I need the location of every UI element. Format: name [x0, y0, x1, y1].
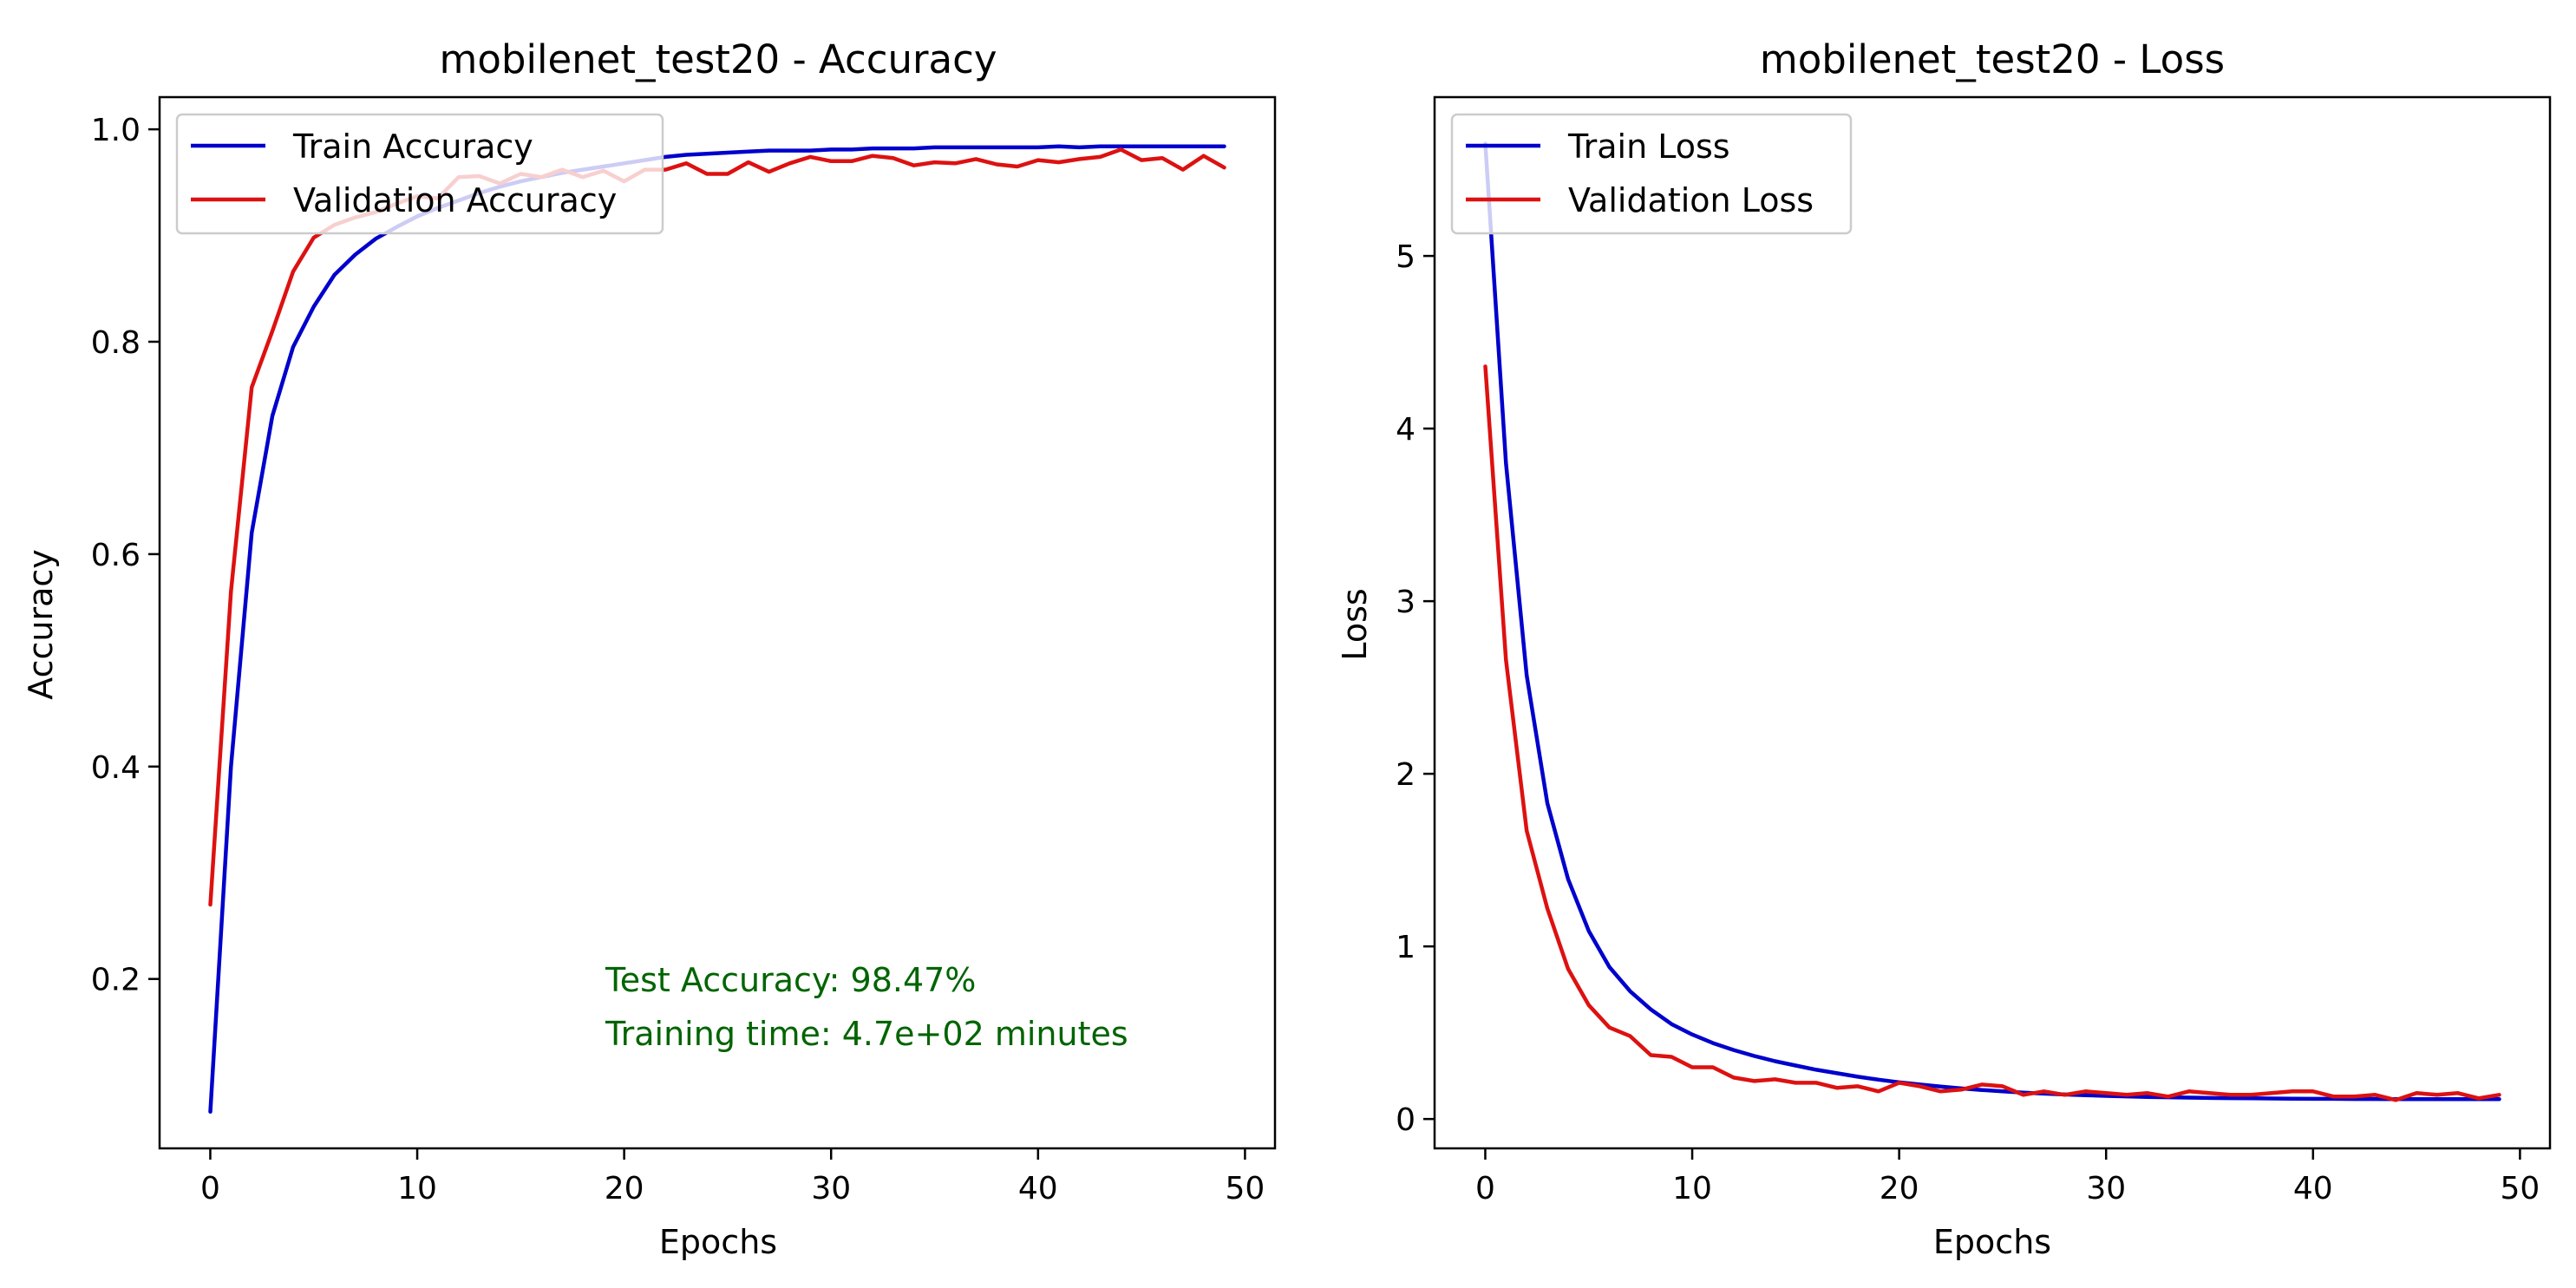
loss-x-tick-label-50: 50: [2500, 1171, 2540, 1206]
accuracy-y-tick-label-0: 0.2: [91, 963, 141, 998]
accuracy-y-tick-label-4: 1.0: [91, 113, 141, 148]
accuracy-y-tick-label-2: 0.6: [91, 538, 141, 573]
loss-y-tick-label-2: 2: [1396, 757, 1415, 793]
loss-legend-box: [1450, 113, 1853, 235]
loss-series-validation-loss: [1483, 364, 2501, 1102]
accuracy-legend-label-train: Train Accuracy: [292, 127, 533, 166]
loss-y-axis-label: Loss: [1336, 588, 1374, 660]
accuracy-annotations: Test Accuracy: 98.47% Training time: 4.7…: [605, 961, 1128, 1053]
accuracy-x-tick-label-40: 40: [1018, 1171, 1058, 1206]
accuracy-x-tick-label-50: 50: [1225, 1171, 1265, 1206]
loss-x-tick-label-20: 20: [1880, 1171, 1919, 1206]
loss-y-tick-label-5: 5: [1396, 239, 1415, 275]
accuracy-series-train-accuracy: [208, 144, 1226, 1115]
accuracy-x-tick-label-30: 30: [811, 1171, 851, 1206]
accuracy-y-axis-label: Accuracy: [22, 549, 60, 700]
loss-y-tick-label-3: 3: [1396, 585, 1415, 620]
accuracy-legend-box: [175, 113, 664, 235]
accuracy-y-tick-label-3: 0.8: [91, 325, 141, 361]
accuracy-x-tick-label-0: 0: [200, 1171, 220, 1206]
accuracy-x-tick-label-20: 20: [605, 1171, 644, 1206]
accuracy-x-tick-label-10: 10: [397, 1171, 437, 1206]
loss-y-tick-label-1: 1: [1396, 930, 1415, 965]
accuracy-legend-label-validation: Validation Accuracy: [293, 181, 617, 219]
loss-x-axis-label: Epochs: [1933, 1223, 2051, 1261]
loss-legend-label-validation: Validation Loss: [1568, 181, 1814, 219]
training-time-annotation: Training time: 4.7e+02 minutes: [605, 1015, 1128, 1053]
loss-y-tick-label-0: 0: [1396, 1102, 1415, 1138]
accuracy-y-tick-label-1: 0.4: [91, 750, 141, 786]
loss-chart: mobilenet_test20 - Loss Epochs Loss 0 10 2…: [1336, 36, 2552, 1261]
accuracy-plot-frame: [158, 95, 1277, 1150]
accuracy-chart-title: mobilenet_test20 - Accuracy: [440, 36, 997, 82]
accuracy-axis-ticks: 0 10 20 30 40 50 0.2 0.4 0.6 0.8 1.0: [91, 113, 1265, 1206]
loss-series-train-loss: [1483, 141, 2501, 1102]
loss-x-tick-label-40: 40: [2293, 1171, 2333, 1206]
loss-plot-frame: [1433, 95, 2552, 1150]
loss-axis-ticks: 0 10 20 30 40 50 0 1 2 3 4 5: [1396, 239, 2540, 1206]
loss-x-tick-label-10: 10: [1672, 1171, 1712, 1206]
test-accuracy-annotation: Test Accuracy: 98.47%: [605, 961, 976, 999]
loss-y-tick-label-4: 4: [1396, 412, 1415, 448]
loss-series-lines: [1483, 141, 2501, 1102]
loss-legend: Train Loss Validation Loss: [1450, 113, 1853, 235]
loss-legend-label-train: Train Loss: [1567, 127, 1730, 166]
loss-chart-title: mobilenet_test20 - Loss: [1760, 36, 2225, 82]
loss-x-tick-label-30: 30: [2086, 1171, 2126, 1206]
accuracy-legend: Train Accuracy Validation Accuracy: [175, 113, 664, 235]
accuracy-x-axis-label: Epochs: [659, 1223, 777, 1261]
loss-x-tick-label-0: 0: [1475, 1171, 1495, 1206]
accuracy-chart: mobilenet_test20 - Accuracy Epochs Accur…: [22, 36, 1277, 1261]
